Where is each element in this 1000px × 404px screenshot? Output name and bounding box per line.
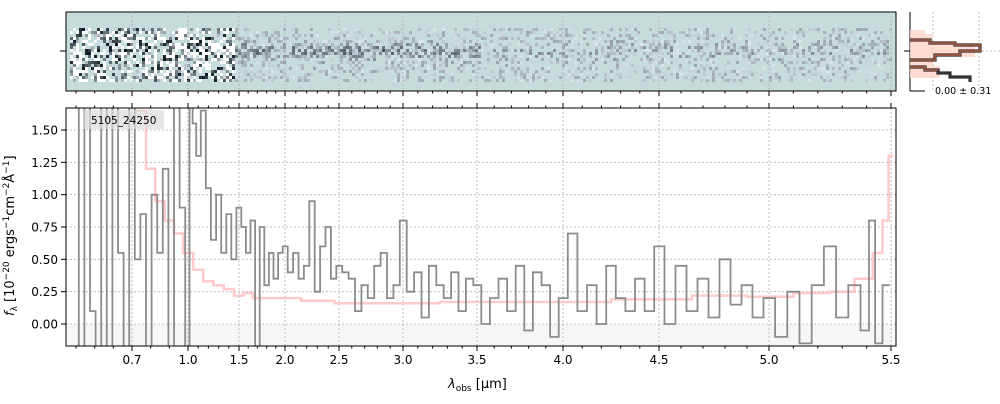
x-tick-label: 3.5 <box>467 353 486 367</box>
profile-annotation: 0.00 ± 0.31 <box>935 86 991 97</box>
y-tick-label: 0.75 <box>31 221 58 235</box>
x-tick-label: 2.5 <box>329 353 348 367</box>
x-tick-label: 2.0 <box>275 353 294 367</box>
y-tick-label: 1.25 <box>31 156 58 170</box>
x-tick-label: 4.0 <box>553 353 572 367</box>
x-tick-label: 5.5 <box>881 353 900 367</box>
object-label-box <box>84 110 164 129</box>
x-axis-label: λobs [μm] <box>447 377 507 394</box>
x-tick-label: 1.5 <box>229 353 248 367</box>
x-tick-label: 5.0 <box>759 353 778 367</box>
spectrum-series-line <box>77 108 890 346</box>
profile-histogram-panel: 0.00 ± 0.31 <box>904 12 1000 97</box>
negative-flux-band <box>66 324 896 346</box>
x-tick-label: 3.0 <box>393 353 412 367</box>
spectrum-1d-panel: 5105_24250 0.7 1.0 1.5 2.0 2.5 3.0 3.5 4.0 4.5 5.… <box>2 103 901 394</box>
y-tick-label: 1.50 <box>31 123 58 137</box>
model-series-line <box>136 109 894 305</box>
y-tick-label: 0.25 <box>31 285 58 299</box>
x-tick-label: 1.0 <box>178 353 197 367</box>
object-label: 5105_24250 <box>91 115 156 127</box>
x-tick-label: 4.5 <box>649 353 668 367</box>
y-tick-label: 0.00 <box>31 318 58 332</box>
y-axis-label: fλ [10−20 ergs−1cm−2Å−1] <box>2 155 20 316</box>
spectrum-2d-panel <box>60 11 897 96</box>
y-tick-label: 1.00 <box>31 188 58 202</box>
y-tick-label: 0.50 <box>31 253 58 267</box>
x-tick-label: 0.7 <box>122 353 141 367</box>
